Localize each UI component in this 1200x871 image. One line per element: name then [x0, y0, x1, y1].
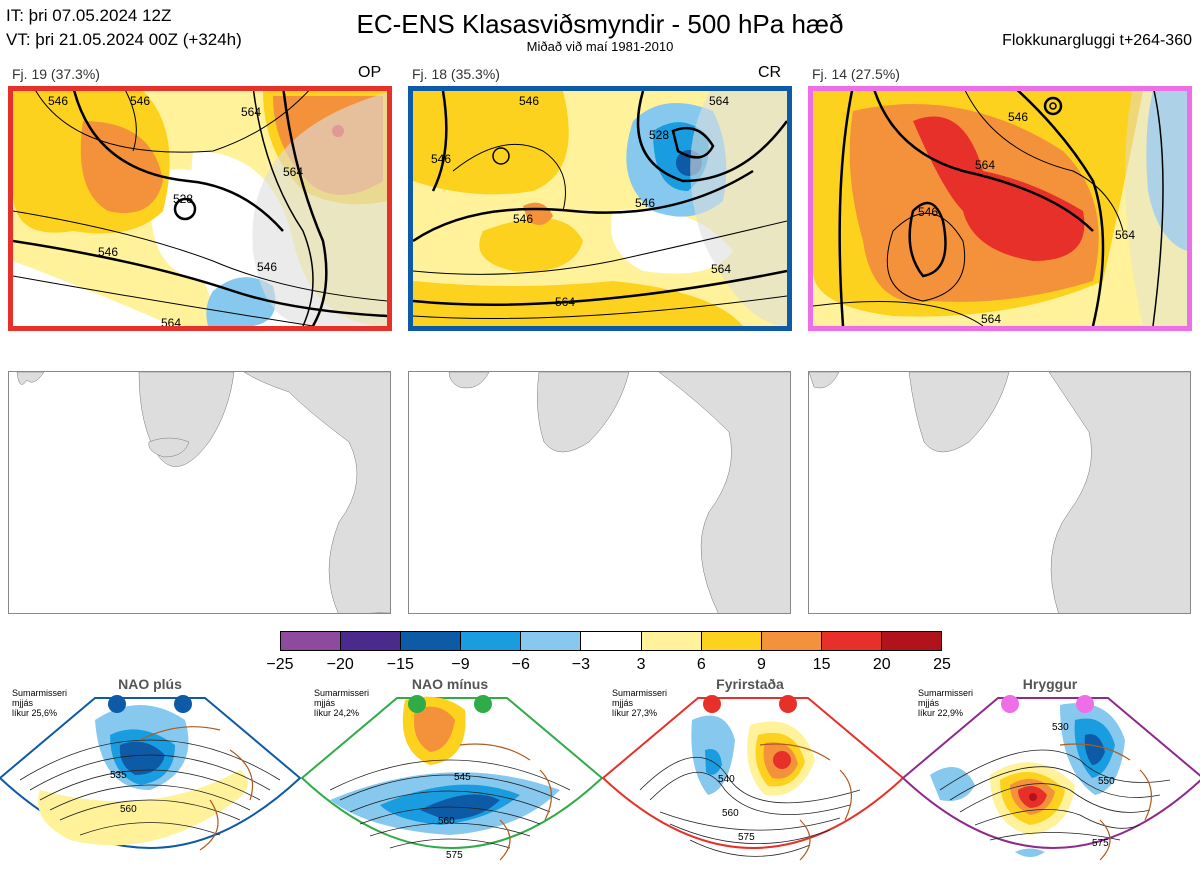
colorbar-tick-label: −9	[451, 656, 470, 673]
regime-map-1: 535 560	[0, 697, 302, 851]
colorbar-segment	[400, 632, 461, 650]
colorbar-segment	[520, 632, 581, 650]
contour-label: 546	[519, 94, 539, 108]
colorbar-tick-label: −25	[266, 656, 294, 673]
panel-2-label: Fj. 18 (35.3%)	[412, 66, 500, 82]
colorbar-segment	[700, 632, 761, 650]
contour-label: 528	[649, 128, 669, 142]
regime-1-contour: 535	[110, 770, 127, 781]
contour-label: 546	[130, 94, 150, 108]
regime-3-title: Fyrirstaða	[716, 676, 784, 692]
cluster-map-2: 546 546 528 546 546 564 564 564	[408, 86, 792, 331]
regime-map-3: 540 560 575	[601, 697, 905, 861]
regime-3-contour: 540	[718, 774, 735, 785]
contour-label: 528	[173, 192, 193, 206]
colorbar-tick-label: 6	[696, 656, 706, 673]
regime-1-title: NAO plús	[118, 676, 182, 692]
regime-1-contour: 560	[120, 804, 137, 815]
colorbar-tick-label: 20	[872, 656, 891, 673]
regime-3-contour: 560	[722, 808, 739, 819]
contour-label: 564	[283, 165, 303, 179]
contour-label: 546	[635, 196, 655, 210]
colorbar-tick-label: −3	[571, 656, 591, 673]
regime-1-marker-dot	[174, 695, 192, 713]
empty-map-3	[808, 371, 1191, 614]
colorbar-tick-label: 3	[636, 656, 646, 673]
regime-4-contour: 550	[1098, 776, 1115, 787]
contour-label: 564	[1115, 228, 1135, 242]
contour-label: 546	[48, 94, 68, 108]
regime-4-marker-dot	[1001, 695, 1019, 713]
regime-2-marker-dot	[408, 695, 426, 713]
page-title: EC-ENS Klasasviðsmyndir - 500 hPa hæð	[356, 9, 844, 39]
contour-label: 546	[513, 212, 533, 226]
regime-4-contour: 575	[1092, 838, 1109, 849]
regime-2-title: NAO mínus	[411, 676, 489, 692]
colorbar-segment	[640, 632, 701, 650]
contour-label: 564	[981, 312, 1001, 326]
contour-label: 546	[98, 245, 118, 259]
regime-4-contour: 530	[1052, 722, 1069, 733]
colorbar-tick-label: 9	[757, 656, 766, 673]
cluster-map-3: 546 564 546 564 564	[808, 86, 1192, 331]
colorbar-segment	[340, 632, 401, 650]
regime-4-note: Sumarmisseri mjjás líkur 22,9%	[918, 688, 974, 718]
regime-2-marker-dot	[474, 695, 492, 713]
contour-label: 546	[257, 260, 277, 274]
regime-3-marker-dot	[779, 695, 797, 713]
panel-1-tag: OP	[358, 64, 382, 81]
contour-label: 564	[555, 295, 575, 309]
cluster-map-1: 546 546 528 546 546 564 564 564	[8, 86, 392, 331]
classification-window: Flokkunargluggi t+264-360	[1002, 32, 1192, 49]
regime-1-marker-dot	[108, 695, 126, 713]
colorbar-segment	[760, 632, 821, 650]
regime-2-contour: 575	[446, 850, 463, 861]
regime-3-note: Sumarmisseri mjjás líkur 27,3%	[612, 688, 668, 718]
regime-map-4: 530 550 575	[901, 697, 1200, 861]
colorbar-tick-label: −20	[326, 656, 354, 673]
contour-label: 546	[431, 152, 451, 166]
empty-map-1	[8, 371, 391, 614]
contour-label: 564	[711, 262, 731, 276]
regime-map-2: 545 560 575	[300, 696, 604, 861]
panel-2-tag: CR	[758, 64, 782, 81]
init-time: IT: þri 07.05.2024 12Z	[6, 6, 172, 25]
colorbar-segment	[880, 632, 942, 650]
contour-label: 564	[709, 94, 729, 108]
panel-1-label: Fj. 19 (37.3%)	[12, 66, 100, 82]
regime-2-contour: 560	[438, 816, 455, 827]
colorbar-segment	[281, 632, 341, 650]
colorbar-segment	[580, 632, 641, 650]
valid-time: VT: þri 21.05.2024 00Z (+324h)	[6, 30, 242, 49]
contour-label: 564	[241, 105, 261, 119]
colorbar-ticks: −25 −20 −15 −9 −6 −3 3 6 9 15 20 25	[266, 656, 950, 676]
contour-label: 564	[161, 316, 181, 326]
colorbar-tick-label: −15	[386, 656, 414, 673]
regime-1-note: Sumarmisseri mjjás líkur 25,6%	[12, 688, 68, 718]
regime-maps: 535 560 545 560 575 540	[0, 695, 1200, 861]
regime-3-contour: 575	[738, 832, 755, 843]
empty-map-2	[408, 371, 791, 614]
contour-label: 546	[1008, 110, 1028, 124]
regime-3-marker-dot	[703, 695, 721, 713]
colorbar-tick-label: 25	[933, 656, 951, 673]
colorbar-segment	[460, 632, 521, 650]
colorbar-segment	[820, 632, 881, 650]
regime-4-title: Hryggur	[1022, 676, 1078, 692]
colorbar-tick-label: 15	[812, 656, 831, 673]
colorbar	[280, 631, 942, 651]
panel-3-label: Fj. 14 (27.5%)	[812, 66, 900, 82]
regime-2-note: Sumarmisseri mjjás líkur 24,2%	[314, 688, 370, 718]
contour-label: 546	[918, 205, 938, 219]
page-subtitle: Miðað við maí 1981-2010	[526, 39, 674, 54]
contour-label: 564	[975, 158, 995, 172]
regime-4-marker-dot	[1076, 695, 1094, 713]
colorbar-tick-label: −6	[511, 656, 530, 673]
regime-2-contour: 545	[454, 772, 471, 783]
